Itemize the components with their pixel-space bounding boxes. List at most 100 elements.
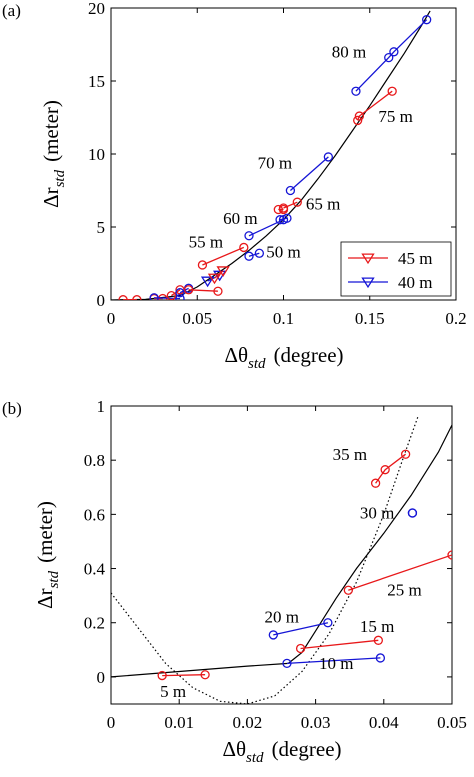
x-axis-label-b: Δθstd (degree) [222, 737, 341, 766]
data-point-a [197, 260, 208, 270]
data-point-b [323, 618, 333, 628]
data-point-a [282, 213, 292, 223]
y-axis-label-a: Δrstd (meter) [39, 100, 68, 208]
data-point-a [175, 293, 185, 300]
legend-marker [361, 253, 375, 265]
plot-area-a [111, 10, 432, 300]
annotation-a: 50 m [266, 243, 300, 262]
data-point-a [351, 86, 361, 96]
legend-label: 40 m [398, 273, 432, 292]
x-tick-label-a: 0.15 [355, 309, 385, 328]
data-point-b [447, 550, 452, 560]
x-axis-symbol-a: Δθ [224, 343, 248, 367]
annotation-b: 15 m [360, 617, 394, 636]
y-tick-label-a: 15 [88, 72, 105, 91]
annotation-b: 35 m [333, 445, 367, 464]
y-tick-label-a: 0 [97, 291, 106, 310]
data-point-a [384, 52, 394, 63]
y-tick-label-b: 0.6 [84, 505, 105, 524]
data-point-b [407, 508, 418, 518]
series-line-a [202, 246, 245, 266]
annotation-a: 55 m [189, 232, 223, 251]
x-axis-symbol-b: Δθ [222, 737, 246, 761]
x-tick-label-a: 0.1 [273, 309, 294, 328]
data-point-a [278, 203, 289, 213]
series-line-b [375, 453, 406, 484]
data-point-a [132, 295, 142, 300]
data-point-a [175, 288, 185, 298]
series-line-a [188, 289, 218, 292]
data-point-a [323, 152, 334, 162]
annotation-b: 20 m [264, 608, 298, 627]
panel-b: (b) 0 0.01 0.02 0.03 0.04 0.05 0 0.2 0.4 0.6 0.8 1 3… [2, 397, 467, 766]
annotation-b: 25 m [387, 581, 421, 600]
legend-marker [361, 277, 375, 289]
x-axis-unit-b: (degree) [272, 737, 342, 761]
panel-a: (a) 0 0.05 0.1 0.15 0.2 0 5 10 15 20 80 m 75 m 70 m 6… [2, 0, 467, 372]
data-point-b [295, 643, 306, 654]
plot-frame-b [110, 405, 453, 705]
fit-curve-dotted-b [111, 416, 419, 704]
y-axis-label-b: Δrstd (meter) [33, 501, 62, 609]
x-axis-unit-a: (degree) [274, 343, 344, 367]
annotation-a: 70 m [258, 154, 292, 173]
data-point-a [200, 276, 215, 288]
data-point-a [387, 86, 397, 96]
data-point-a [422, 15, 432, 25]
data-point-b [380, 465, 390, 475]
x-tick-label-a: 0.2 [445, 309, 466, 328]
y-axis-sub-b: std [46, 570, 62, 588]
data-point-a [207, 273, 222, 285]
plot-content-a: 0 0.05 0.1 0.15 0.2 0 5 10 15 20 80 m 75 m 70 m 65 m 6… [88, 0, 467, 328]
annotation-a: 60 m [223, 209, 257, 228]
data-point-a [254, 248, 265, 258]
data-point-b [343, 585, 353, 595]
data-point-b [157, 670, 167, 681]
data-point-b [373, 635, 383, 645]
annotation-b: 5 m [160, 682, 186, 701]
data-point-a [244, 251, 254, 261]
y-tick-label-a: 20 [88, 0, 105, 18]
y-tick-label-a: 5 [97, 218, 106, 237]
panel-label-b: (b) [2, 399, 22, 418]
x-tick-label-a: 0.05 [182, 309, 212, 328]
data-point-a [273, 204, 283, 215]
annotation-a: 80 m [332, 43, 366, 62]
series-line-a [248, 219, 284, 237]
y-tick-label-b: 0 [97, 668, 106, 687]
x-tick-label-b: 0.04 [369, 713, 399, 732]
series-line-a [289, 156, 329, 191]
data-point-a [239, 242, 249, 253]
legend-label: 45 m [398, 249, 432, 268]
series-line-a [283, 201, 298, 209]
x-tick-label-b: 0.01 [164, 713, 194, 732]
data-point-a [118, 295, 128, 300]
series-line-a [357, 90, 393, 121]
series-line-b [162, 674, 206, 677]
data-point-a [285, 185, 296, 196]
data-point-a [216, 266, 230, 277]
data-point-b [282, 658, 292, 669]
x-tick-label-b: 0 [107, 713, 116, 732]
x-tick-label-a: 0 [107, 309, 116, 328]
y-axis-symbol-b: Δr [33, 588, 57, 609]
data-point-a [354, 111, 365, 121]
data-point-a [353, 115, 363, 126]
x-axis-sub-a: std [248, 356, 266, 372]
y-tick-label-b: 0.4 [84, 560, 106, 579]
data-point-b [200, 670, 210, 680]
y-tick-label-b: 0.8 [84, 451, 105, 470]
plot-content-b: 0 0.01 0.02 0.03 0.04 0.05 0 0.2 0.4 0.6 0.8 1 35 m 3… [84, 397, 467, 732]
series-line-b [300, 639, 379, 650]
y-axis-sub-a: std [52, 169, 68, 187]
series-line-b [273, 622, 329, 636]
fit-curve-b [111, 424, 452, 678]
y-tick-label-b: 1 [97, 397, 106, 416]
fit-curve-a [111, 10, 431, 300]
y-axis-unit-b: (meter) [33, 501, 57, 563]
x-tick-label-b: 0.05 [437, 713, 467, 732]
data-point-b [370, 478, 381, 488]
data-point-a [213, 286, 223, 296]
plot-area-b [111, 416, 452, 704]
